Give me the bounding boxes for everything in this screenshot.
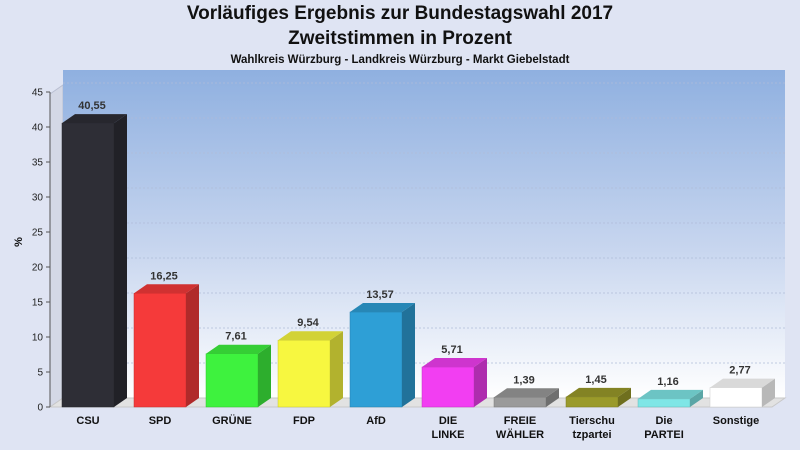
bars: 40,55 16,25 7,61 9,54 13,57 5,71 1,39 1,45 1,16 2…	[61, 100, 775, 408]
bar: 5,71	[421, 344, 487, 408]
bar: 9,54	[277, 317, 343, 408]
bar-side	[330, 331, 343, 407]
data-label: 1,16	[657, 376, 678, 388]
bar-top	[206, 344, 271, 354]
bar-front	[349, 311, 403, 408]
bar-top	[350, 303, 415, 313]
bar-front	[277, 339, 331, 408]
x-tick-label: Die	[655, 415, 672, 427]
y-tick-label: 0	[37, 403, 43, 414]
data-label: 13,57	[366, 289, 394, 301]
data-label: 1,45	[585, 374, 606, 386]
side-wall	[49, 84, 64, 408]
data-label: 7,61	[225, 331, 246, 343]
bar-side	[114, 114, 127, 408]
data-label: 16,25	[150, 270, 178, 282]
bar-top	[494, 388, 559, 398]
bar-top	[422, 358, 487, 368]
bar: 40,55	[61, 100, 127, 408]
x-tick-label: FREIE	[504, 415, 536, 427]
bar-top	[710, 378, 775, 388]
chart-region: Wahlkreis Würzburg - Landkreis Würzburg …	[230, 54, 570, 66]
bar: 2,77	[709, 365, 775, 408]
bar: 1,16	[637, 376, 703, 408]
bar-top	[278, 331, 343, 341]
x-tick-label: AfD	[366, 415, 386, 427]
bar-side	[258, 344, 271, 407]
y-axis: 0 5 10 15 20 25 30 35 40 45	[32, 88, 51, 414]
bar-top	[566, 387, 631, 397]
x-tick-label: Sonstige	[713, 415, 759, 427]
chart-subtitle: Zweitstimmen in Prozent	[288, 28, 512, 49]
y-tick-label: 45	[32, 88, 44, 99]
bar: 7,61	[205, 331, 271, 408]
x-tick-label: tzpartei	[572, 429, 611, 441]
x-tick-label: GRÜNE	[212, 414, 252, 427]
data-label: 2,77	[729, 365, 750, 377]
bar-side	[690, 389, 703, 407]
bar-front	[421, 366, 475, 408]
bar-top	[638, 389, 703, 399]
bar: 16,25	[133, 270, 199, 408]
data-label: 1,39	[513, 374, 534, 386]
bar-side	[186, 284, 199, 407]
bar-front	[133, 293, 187, 408]
x-tick-label: CSU	[76, 415, 99, 427]
bar-side	[618, 387, 631, 407]
bar-side	[402, 303, 415, 407]
bar-front	[637, 398, 691, 408]
x-tick-label: FDP	[293, 415, 315, 427]
bar-front	[205, 353, 259, 408]
y-tick-label: 30	[32, 193, 44, 204]
y-tick-label: 10	[32, 333, 44, 344]
x-tick-label: Tierschu	[569, 415, 615, 427]
y-axis-label: %	[13, 237, 25, 247]
bar-front	[709, 387, 763, 408]
x-tick-label: LINKE	[432, 429, 465, 441]
bar: 1,45	[565, 374, 631, 408]
x-tick-label: WÄHLER	[496, 428, 544, 441]
bar-top	[62, 114, 127, 124]
y-tick-label: 15	[32, 298, 44, 309]
y-tick-label: 25	[32, 228, 44, 239]
bar-side	[762, 378, 775, 407]
y-tick-label: 35	[32, 158, 44, 169]
y-tick-label: 5	[37, 368, 43, 379]
x-tick-label: DIE	[439, 415, 457, 427]
data-label: 9,54	[297, 317, 319, 329]
bar-side	[546, 388, 559, 407]
y-tick-label: 40	[32, 123, 44, 134]
chart-title: Vorläufiges Ergebnis zur Bundestagswahl …	[186, 3, 614, 24]
data-label: 40,55	[78, 100, 106, 112]
bar: 13,57	[349, 289, 415, 408]
x-tick-label: PARTEI	[644, 429, 684, 441]
bar-front	[565, 396, 619, 408]
bar-front	[61, 122, 115, 408]
bar: 1,39	[493, 374, 559, 408]
bar-side	[474, 358, 487, 407]
bar-front	[493, 397, 547, 408]
data-label: 5,71	[441, 344, 462, 356]
bar-top	[134, 284, 199, 294]
y-tick-label: 20	[32, 263, 44, 274]
x-tick-label: SPD	[149, 415, 172, 427]
